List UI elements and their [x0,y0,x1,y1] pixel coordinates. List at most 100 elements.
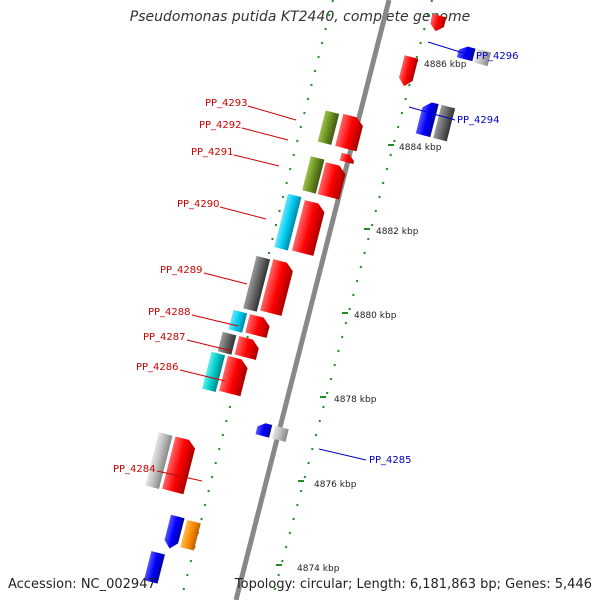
gene-red[interactable] [219,355,249,397]
gene-red[interactable] [429,13,447,33]
tick-mark [281,559,284,563]
tick-mark [322,405,325,409]
tick-mark [288,531,292,535]
tick-mark [296,139,299,143]
gene-red[interactable] [162,436,197,495]
summary-text: Topology: circular; Length: 6,181,863 bp… [234,577,592,592]
gene-blue[interactable] [255,422,273,438]
tick-mark [203,503,207,507]
gene-cyan[interactable] [228,309,248,333]
tick-mark [221,433,225,437]
gene-label[interactable]: PP_4284 [113,464,156,475]
gene-red[interactable] [317,162,347,200]
tick-mark [404,97,407,101]
tick-mark [182,587,186,591]
gene-olive[interactable] [302,156,325,194]
tick-mark [296,503,299,507]
tick-mark [311,447,314,451]
tick-mark [207,489,210,493]
tick-mark [310,83,313,87]
tick-mark [426,13,430,17]
tick-mark [285,181,288,185]
tick-mark [288,167,292,171]
gene-label[interactable]: PP_4293 [205,98,248,109]
gene-red[interactable] [335,113,364,152]
gene-blue[interactable] [456,45,476,62]
gene-label[interactable]: PP_4296 [476,51,519,62]
gene-blue[interactable] [415,100,439,138]
gene-gray[interactable] [243,255,271,312]
tick-mark [306,97,310,101]
gene-gray[interactable] [433,104,456,142]
tick-mark [331,0,334,3]
tick-mark [320,41,324,45]
tick-mark [374,209,377,213]
kbp-label: 4886 kbp [424,60,467,70]
gene-cyan[interactable] [274,193,302,251]
tick-mark [303,475,307,479]
other-genes [143,110,340,584]
gene-label[interactable]: PP_4285 [369,455,412,466]
gene-red[interactable] [234,336,261,360]
gene-label[interactable]: PP_4288 [148,307,191,318]
gene-red[interactable] [397,55,419,88]
tick-mark [419,41,422,45]
tick-mark [344,321,348,325]
tick-mark [370,223,374,227]
gene-olive[interactable] [317,110,340,145]
kbp-label: 4878 kbp [334,395,377,405]
tick-mark [329,377,333,381]
gene-label[interactable]: PP_4292 [199,120,242,131]
gene-label[interactable]: PP_4286 [136,362,179,373]
kbp-label: 4880 kbp [354,311,397,321]
tick-mark [186,573,189,577]
tick-mark [337,349,340,353]
tick-mark [318,419,321,423]
tick-mark [218,447,221,451]
genome-backbone [233,0,392,600]
gene-teal[interactable] [202,351,226,393]
tick-mark [408,83,411,87]
gene-lightgray[interactable] [145,432,173,490]
tick-mark [393,139,396,143]
tick-mark [292,517,295,521]
gene-label[interactable]: PP_4289 [160,265,203,276]
gene-blue[interactable] [143,551,165,584]
gene-gray[interactable] [217,331,237,355]
tick-mark [333,363,336,367]
tick-mark [273,587,277,591]
tick-mark [415,55,419,59]
tick-mark [299,489,303,493]
gene-red[interactable] [245,314,271,338]
kbp-label: 4874 kbp [297,564,340,574]
tick-mark [274,223,278,227]
gene-orange[interactable] [180,519,201,551]
gene-red[interactable] [291,200,326,256]
forward-genes [162,13,447,495]
gene-label[interactable]: PP_4294 [457,115,500,126]
tick-mark [303,111,306,115]
tick-mark [327,13,331,17]
tick-track-outer [273,0,433,591]
gene-red[interactable] [339,152,356,164]
reverse-genes [255,45,492,442]
tick-mark [210,475,214,479]
gene-lightgray[interactable] [271,425,289,442]
tick-mark [246,335,249,339]
kbp-label: 4882 kbp [376,227,419,237]
gene-label[interactable]: PP_4290 [177,199,220,210]
tick-mark [313,69,317,73]
tick-mark [292,153,295,157]
gene-lightgray[interactable] [474,49,492,67]
tick-mark [359,265,363,269]
tick-mark [423,27,426,31]
tick-mark [278,209,281,213]
gene-label[interactable]: PP_4291 [191,147,234,158]
tick-mark [348,307,351,311]
gene-blue[interactable] [163,514,185,550]
gene-label[interactable]: PP_4287 [143,332,186,343]
tick-mark [385,167,389,171]
tick-mark [355,279,359,283]
tick-mark [324,27,327,31]
gene-red[interactable] [260,259,294,316]
